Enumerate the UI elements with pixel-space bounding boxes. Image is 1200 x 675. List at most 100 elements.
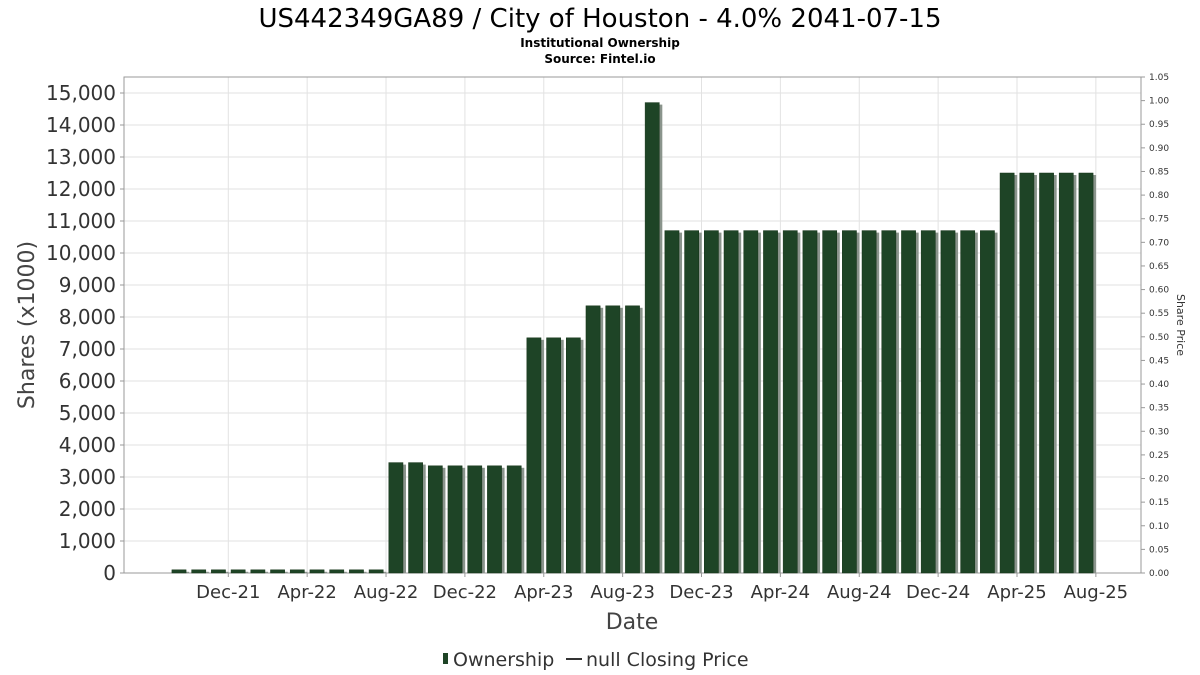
chart-title: US442349GA89 / City of Houston - 4.0% 20… (258, 4, 941, 34)
y2-tick-label: 0.50 (1149, 333, 1169, 343)
y-tick-label: 8,000 (59, 305, 116, 329)
ownership-bar (625, 305, 640, 574)
ownership-bar (842, 230, 857, 574)
ownership-bar (802, 230, 818, 574)
ownership-bar (506, 465, 522, 574)
y-tick-label: 5,000 (59, 401, 116, 425)
y2-tick-label: 0.40 (1149, 380, 1169, 390)
x-tick-label: Dec-21 (196, 582, 260, 603)
ownership-bar (349, 569, 364, 574)
y-tick-label: 14,000 (46, 113, 116, 137)
y2-tick-label: 0.10 (1149, 522, 1169, 532)
ownership-bar (1039, 172, 1054, 574)
ownership-bar (999, 172, 1015, 574)
ownership-bar (309, 569, 325, 574)
ownership-bar (585, 305, 601, 574)
y2-tick-label: 0.95 (1149, 120, 1169, 130)
y-tick-label: 12,000 (46, 177, 116, 201)
x-axis-title: Date (606, 610, 659, 635)
ownership-bar (822, 230, 838, 574)
ownership-bar (526, 337, 542, 574)
x-tick-label: Apr-24 (751, 582, 810, 603)
y-tick-label: 4,000 (59, 433, 116, 457)
y2-tick-label: 0.90 (1149, 144, 1169, 154)
y-tick-label: 13,000 (46, 145, 116, 169)
y2-tick-label: 0.00 (1149, 569, 1169, 579)
ownership-bar (211, 569, 226, 574)
y2-tick-label: 0.75 (1149, 215, 1169, 225)
legend-ownership-label: Ownership (453, 649, 554, 671)
ownership-bar (664, 230, 680, 574)
y2-tick-label: 0.65 (1149, 262, 1169, 272)
ownership-bar (171, 569, 187, 574)
ownership-bar (467, 465, 483, 574)
ownership-bar (546, 337, 561, 574)
y2-tick-label: 0.80 (1149, 191, 1169, 201)
y-tick-label: 7,000 (59, 337, 116, 361)
ownership-bar (940, 230, 956, 574)
x-tick-label: Aug-23 (590, 582, 655, 603)
ownership-bar (782, 230, 798, 574)
ownership-bar (487, 465, 502, 574)
chart-subtitle: Institutional Ownership (520, 36, 680, 50)
ownership-bar (408, 462, 423, 574)
legend-price-label: null Closing Price (586, 649, 749, 671)
y-tick-label: 2,000 (59, 497, 116, 521)
y2-tick-label: 0.20 (1149, 475, 1169, 485)
y2-axis-ticks: 0.00 0.05 0.10 0.15 0.20 0.25 0.30 0.35 0.40 0.45… (1141, 73, 1169, 579)
ownership-bar (960, 230, 976, 574)
ownership-bar (861, 230, 877, 574)
ownership-bar (901, 230, 916, 574)
y2-tick-label: 0.85 (1149, 167, 1169, 177)
ownership-bar (743, 230, 759, 574)
y2-tick-label: 1.00 (1149, 97, 1169, 107)
y-tick-label: 9,000 (59, 273, 116, 297)
x-tick-label: Apr-23 (514, 582, 573, 603)
x-tick-label: Aug-25 (1064, 582, 1129, 603)
ownership-bar (1058, 172, 1074, 574)
ownership-bar (920, 230, 936, 574)
y2-tick-label: 0.55 (1149, 309, 1169, 319)
ownership-bar (270, 569, 285, 574)
x-tick-label: Apr-25 (987, 582, 1046, 603)
bar-series (171, 102, 1097, 574)
ownership-bar (289, 569, 305, 574)
y-tick-label: 3,000 (59, 465, 116, 489)
ownership-bar (329, 569, 345, 574)
y2-tick-label: 0.25 (1149, 451, 1169, 461)
y-tick-label: 6,000 (59, 369, 116, 393)
y2-tick-label: 0.60 (1149, 286, 1169, 296)
y-tick-label: 1,000 (59, 529, 116, 553)
ownership-bar (447, 465, 463, 574)
ownership-bar (230, 569, 246, 574)
x-tick-label: Apr-22 (277, 582, 336, 603)
ownership-bar (250, 569, 266, 574)
y-tick-label: 10,000 (46, 241, 116, 265)
ownership-bar (1019, 172, 1035, 574)
ownership-bar (980, 230, 995, 574)
y2-tick-label: 1.05 (1149, 73, 1169, 83)
chart-source: Source: Fintel.io (544, 52, 655, 66)
y-tick-label: 15,000 (46, 81, 116, 105)
ownership-bar (565, 337, 581, 574)
ownership-bar (605, 305, 621, 574)
ownership-bar (388, 462, 404, 574)
y2-axis-title: Share Price (1174, 294, 1187, 356)
ownership-bar (368, 569, 384, 574)
y2-tick-label: 0.30 (1149, 427, 1169, 437)
y-axis-title: Shares (x1000) (15, 241, 40, 409)
y-tick-label: 0 (103, 561, 116, 585)
ownership-bar (881, 230, 897, 574)
y2-tick-label: 0.70 (1149, 238, 1169, 248)
x-axis-ticks: Dec-21 Apr-22 Aug-22 Dec-22 Apr-23 Aug-23 Dec-… (196, 573, 1128, 603)
legend-ownership-swatch (443, 653, 448, 664)
legend: Ownership null Closing Price (443, 649, 749, 671)
y2-tick-label: 0.05 (1149, 545, 1169, 555)
y-tick-label: 11,000 (46, 209, 116, 233)
ownership-bar (191, 569, 207, 574)
ownership-bar (1078, 172, 1094, 574)
ownership-bar (723, 230, 739, 574)
y2-tick-label: 0.15 (1149, 498, 1169, 508)
ownership-bar (763, 230, 778, 574)
